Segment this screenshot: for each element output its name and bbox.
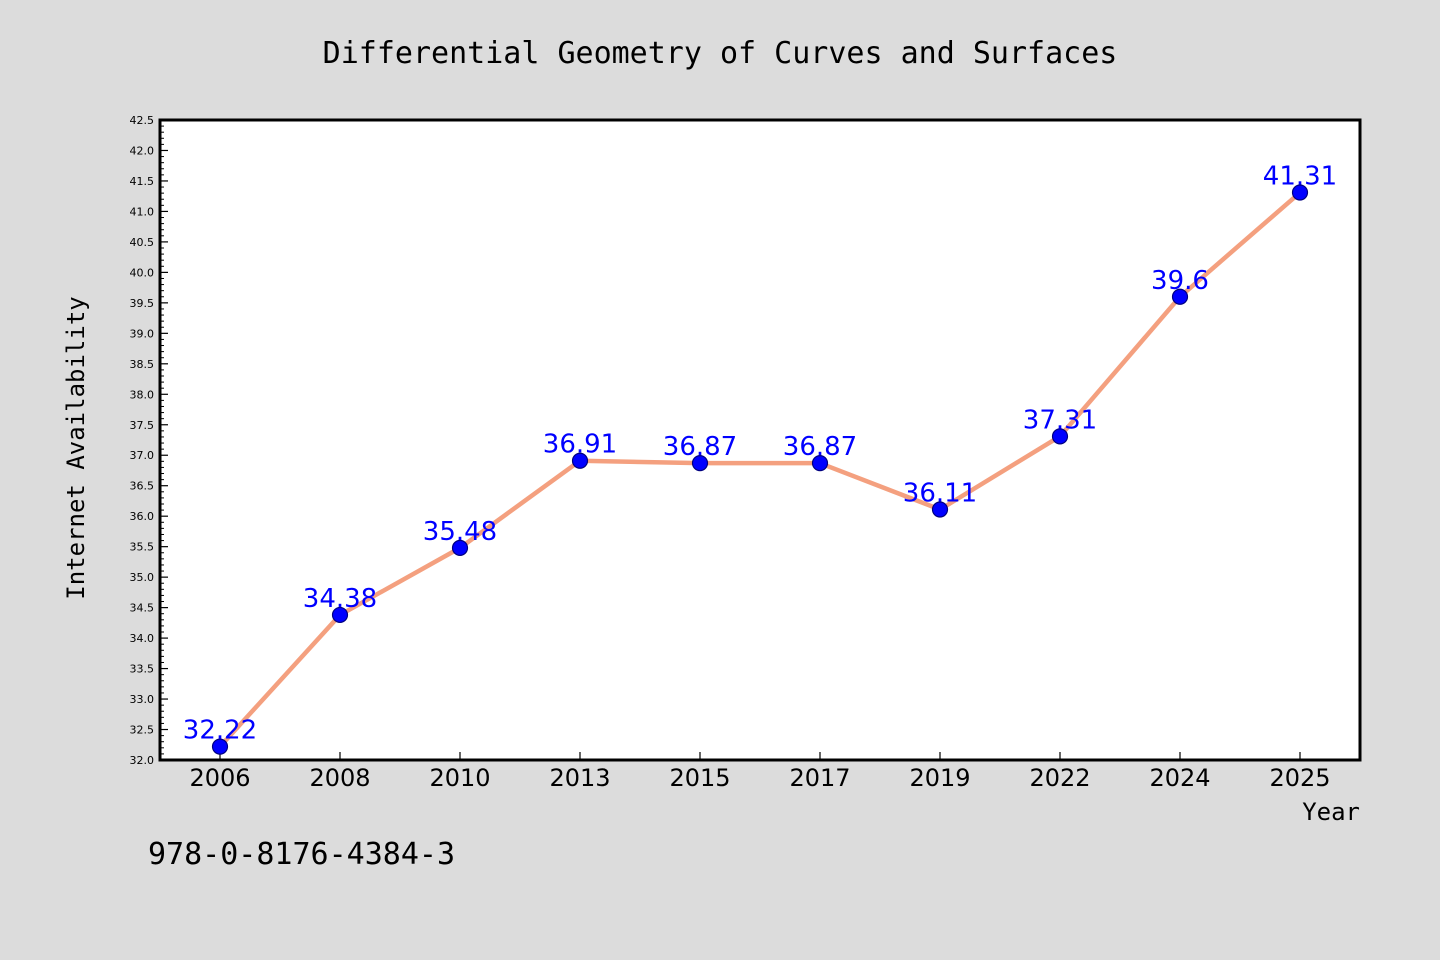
y-tick-label: 34.5 xyxy=(130,602,155,615)
y-axis-label: Internet Availability xyxy=(62,296,90,599)
data-label: 34.38 xyxy=(303,584,377,614)
y-tick-label: 35.0 xyxy=(130,571,155,584)
isbn-text: 978-0-8176-4384-3 xyxy=(148,837,455,872)
x-tick-label: 2017 xyxy=(789,764,850,792)
y-tick-label: 39.0 xyxy=(130,327,155,340)
y-tick-label: 38.5 xyxy=(130,358,155,371)
y-tick-label: 38.0 xyxy=(130,388,155,401)
y-tick-label: 37.5 xyxy=(130,419,155,432)
y-tick-label: 41.5 xyxy=(130,175,155,188)
x-tick-label: 2015 xyxy=(669,764,730,792)
data-point xyxy=(1171,288,1189,305)
y-tick-label: 41.0 xyxy=(130,205,155,218)
y-tick-label: 39.5 xyxy=(130,297,155,310)
y-tick-label: 37.0 xyxy=(130,449,155,462)
y-tick-label: 42.0 xyxy=(130,144,155,157)
data-point xyxy=(691,455,709,472)
x-tick-label: 2024 xyxy=(1149,764,1210,792)
data-label: 36.91 xyxy=(543,430,617,460)
data-label: 35.48 xyxy=(423,517,497,547)
data-point xyxy=(211,738,229,755)
data-label: 36.87 xyxy=(663,432,737,462)
data-label: 39.6 xyxy=(1151,266,1209,296)
data-point xyxy=(1051,428,1069,445)
data-point xyxy=(1291,184,1309,201)
series-line-group xyxy=(217,190,1303,749)
x-axis-label: Year xyxy=(1302,798,1360,826)
data-labels-group: 32.22 34.38 35.48 36.91 36.87 36.87 36.11 37.31… xyxy=(183,162,1337,746)
x-axis: 2006 2008 2010 2013 2015 2017 2019 2022 2024 2025 xyxy=(189,752,1331,792)
data-label: 32.22 xyxy=(183,716,257,746)
markers-group xyxy=(211,184,1309,755)
data-label: 37.31 xyxy=(1023,405,1097,435)
data-point xyxy=(931,501,949,518)
chart-title: Differential Geometry of Curves and Surf… xyxy=(323,36,1118,71)
y-tick-label: 32.5 xyxy=(130,724,155,737)
y-tick-label: 33.5 xyxy=(130,663,155,676)
data-point xyxy=(451,539,469,556)
data-label: 36.87 xyxy=(783,432,857,462)
y-tick-label: 33.0 xyxy=(130,693,155,706)
y-tick-label: 32.0 xyxy=(130,754,155,767)
data-point xyxy=(331,606,349,624)
y-tick-label: 40.5 xyxy=(130,236,155,249)
data-point xyxy=(571,452,589,469)
data-label: 41.31 xyxy=(1263,162,1337,192)
y-tick-label: 40.0 xyxy=(130,266,155,279)
x-tick-label: 2013 xyxy=(549,764,610,792)
x-tick-label: 2008 xyxy=(309,764,370,792)
x-tick-label: 2025 xyxy=(1269,764,1330,792)
data-label: 36.11 xyxy=(903,478,977,508)
y-axis: 32.0 32.5 33.0 33.5 34.0 34.5 35.0 35.5 36.0 36.5… xyxy=(130,114,168,767)
series-line xyxy=(217,190,1303,749)
x-tick-label: 2006 xyxy=(189,764,250,792)
y-tick-label: 42.5 xyxy=(130,114,155,127)
x-tick-label: 2019 xyxy=(909,764,970,792)
x-tick-label: 2022 xyxy=(1029,764,1090,792)
y-tick-label: 35.5 xyxy=(130,541,155,554)
plot-area xyxy=(158,118,1362,762)
y-tick-label: 36.5 xyxy=(130,480,155,493)
data-point xyxy=(811,455,829,472)
x-tick-label: 2010 xyxy=(429,764,490,792)
y-tick-label: 36.0 xyxy=(130,510,155,523)
y-tick-label: 34.0 xyxy=(130,632,155,645)
